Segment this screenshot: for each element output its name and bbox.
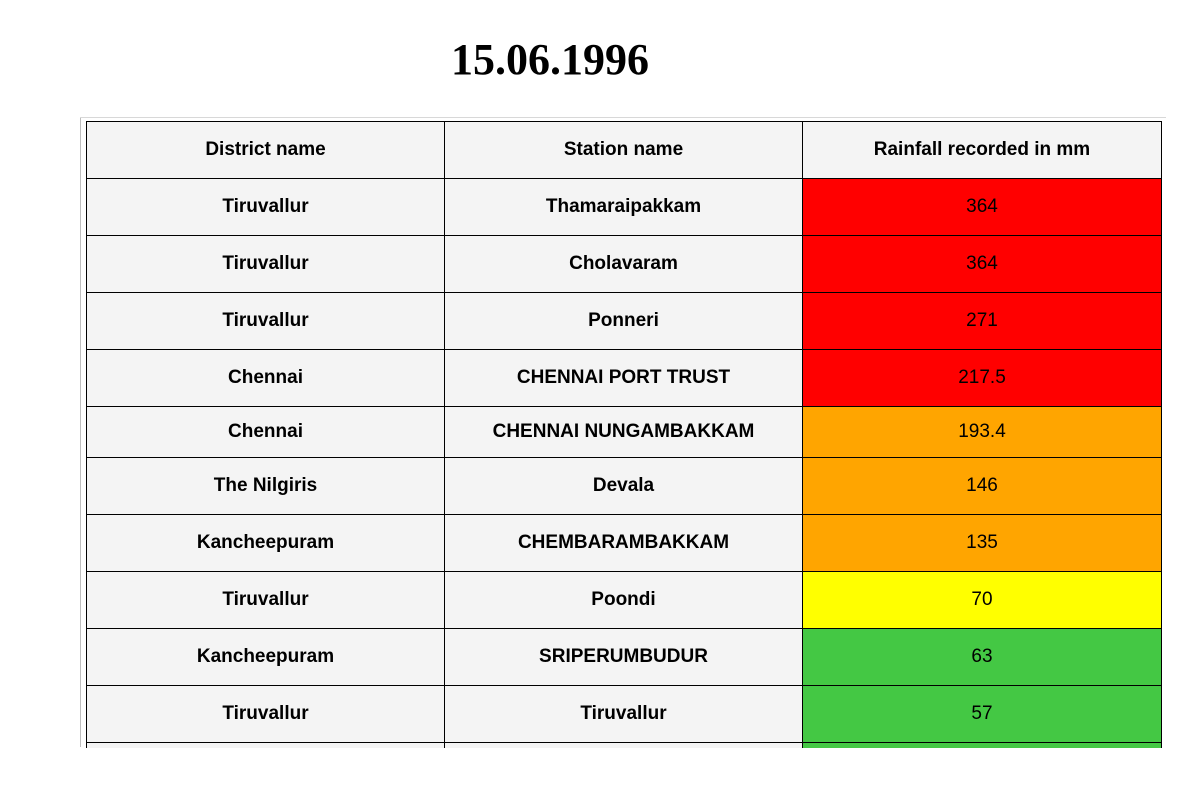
- rainfall-table: District name Station name Rainfall reco…: [86, 121, 1162, 748]
- rainfall-cell: 364: [802, 235, 1162, 293]
- header-district: District name: [86, 121, 445, 179]
- district-cell: Tiruvallur: [86, 571, 445, 629]
- rainfall-table-container: District name Station name Rainfall reco…: [80, 117, 1166, 748]
- table-row: Tiruvallur Tiruvallur 57: [86, 685, 1162, 743]
- district-cell: Tiruvallur: [86, 685, 445, 743]
- station-cell: Tiruvallur: [444, 685, 803, 743]
- table-row: The Nilgiris Devala 146: [86, 457, 1162, 515]
- table-header-row: District name Station name Rainfall reco…: [86, 121, 1162, 179]
- district-cell: Kancheepuram: [86, 514, 445, 572]
- station-cell: Cholavaram: [444, 235, 803, 293]
- district-cell: Tiruvallur: [86, 235, 445, 293]
- table-row: Chennai CHENNAI NUNGAMBAKKAM 193.4: [86, 406, 1162, 458]
- district-cell: Chennai: [86, 406, 445, 458]
- rainfall-cell: 63: [802, 628, 1162, 686]
- rainfall-cell: 146: [802, 457, 1162, 515]
- station-cell: CHEMBARAMBAKKAM: [444, 514, 803, 572]
- header-station: Station name: [444, 121, 803, 179]
- rainfall-cell: 271: [802, 292, 1162, 350]
- table-row: Kancheepuram SRIPERUMBUDUR 63: [86, 628, 1162, 686]
- district-cell: [86, 742, 445, 748]
- district-cell: Tiruvallur: [86, 292, 445, 350]
- rainfall-cell: 364: [802, 178, 1162, 236]
- district-cell: Chennai: [86, 349, 445, 407]
- station-cell: SRIPERUMBUDUR: [444, 628, 803, 686]
- table-row: Kancheepuram CHEMBARAMBAKKAM 135: [86, 514, 1162, 572]
- station-cell: Poondi: [444, 571, 803, 629]
- table-row: Tiruvallur Thamaraipakkam 364: [86, 178, 1162, 236]
- rainfall-cell: [802, 742, 1162, 748]
- district-cell: Tiruvallur: [86, 178, 445, 236]
- table-row: [86, 742, 1162, 748]
- table-row: Tiruvallur Ponneri 271: [86, 292, 1162, 350]
- table-row: Chennai CHENNAI PORT TRUST 217.5: [86, 349, 1162, 407]
- station-cell: [444, 742, 803, 748]
- station-cell: Devala: [444, 457, 803, 515]
- page-title: 15.06.1996: [451, 35, 649, 84]
- station-cell: Ponneri: [444, 292, 803, 350]
- rainfall-cell: 217.5: [802, 349, 1162, 407]
- table-row: Tiruvallur Cholavaram 364: [86, 235, 1162, 293]
- station-cell: CHENNAI NUNGAMBAKKAM: [444, 406, 803, 458]
- district-cell: The Nilgiris: [86, 457, 445, 515]
- header-rainfall: Rainfall recorded in mm: [802, 121, 1162, 179]
- rainfall-cell: 135: [802, 514, 1162, 572]
- table-left-rule: [80, 117, 86, 747]
- table-row: Tiruvallur Poondi 70: [86, 571, 1162, 629]
- rainfall-cell: 70: [802, 571, 1162, 629]
- district-cell: Kancheepuram: [86, 628, 445, 686]
- rainfall-cell: 57: [802, 685, 1162, 743]
- rainfall-cell: 193.4: [802, 406, 1162, 458]
- station-cell: Thamaraipakkam: [444, 178, 803, 236]
- station-cell: CHENNAI PORT TRUST: [444, 349, 803, 407]
